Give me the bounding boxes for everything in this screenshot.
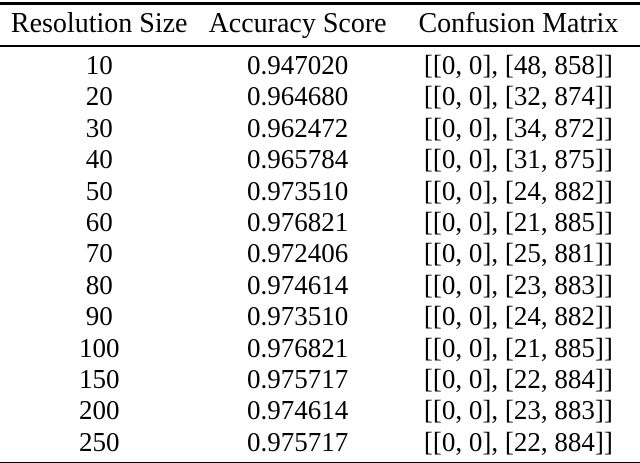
header-row: Resolution Size Accuracy Score Confusion…	[0, 3, 640, 47]
resolution-size-cell: 40	[85, 144, 113, 175]
resolution-size-cell: 200	[78, 395, 120, 426]
accuracy-score-cell: 0.973510	[246, 301, 349, 332]
accuracy-score-cell: 0.975717	[246, 364, 349, 395]
accuracy-score-cell: 0.965784	[246, 144, 349, 175]
table-row: 100 0.976821 [[0, 0], [21, 885]]	[0, 333, 640, 364]
confusion-matrix-cell: [[0, 0], [23, 883]]	[423, 395, 613, 426]
table-row: 250 0.975717 [[0, 0], [22, 884]]	[0, 427, 640, 463]
accuracy-score-cell: 0.976821	[246, 207, 349, 238]
table-row: 80 0.974614 [[0, 0], [23, 883]]	[0, 270, 640, 301]
resolution-size-cell: 20	[85, 81, 113, 112]
confusion-matrix-cell: [[0, 0], [23, 883]]	[423, 269, 613, 300]
confusion-matrix-cell: [[0, 0], [21, 885]]	[423, 207, 613, 238]
accuracy-score-cell: 0.972406	[246, 238, 349, 269]
column-header-accuracy-score: Accuracy Score	[198, 3, 397, 47]
column-header-resolution-size: Resolution Size	[0, 3, 199, 47]
resolution-size-cell: 30	[85, 112, 113, 143]
table-row: 30 0.962472 [[0, 0], [34, 872]]	[0, 113, 640, 144]
resolution-size-cell: 90	[85, 301, 113, 332]
column-header-confusion-matrix: Confusion Matrix	[396, 3, 640, 47]
table-row: 60 0.976821 [[0, 0], [21, 885]]	[0, 207, 640, 238]
accuracy-score-cell: 0.974614	[246, 269, 349, 300]
confusion-matrix-cell: [[0, 0], [34, 872]]	[423, 112, 613, 143]
confusion-matrix-cell: [[0, 0], [22, 884]]	[423, 426, 613, 457]
resolution-size-cell: 60	[85, 207, 113, 238]
resolution-size-cell: 10	[85, 50, 113, 80]
accuracy-score-cell: 0.976821	[246, 332, 349, 363]
table-row: 20 0.964680 [[0, 0], [32, 874]]	[0, 81, 640, 112]
table-row: 50 0.973510 [[0, 0], [24, 882]]	[0, 176, 640, 207]
confusion-matrix-cell: [[0, 0], [25, 881]]	[423, 238, 613, 269]
accuracy-score-cell: 0.974614	[246, 395, 349, 426]
confusion-matrix-cell: [[0, 0], [24, 882]]	[423, 175, 613, 206]
table-row: 10 0.947020 [[0, 0], [48, 858]]	[0, 46, 640, 81]
resolution-size-cell: 150	[78, 364, 120, 395]
confusion-matrix-cell: [[0, 0], [21, 885]]	[423, 332, 613, 363]
confusion-matrix-cell: [[0, 0], [32, 874]]	[423, 81, 613, 112]
resolution-size-cell: 50	[85, 175, 113, 206]
accuracy-score-cell: 0.962472	[246, 112, 349, 143]
accuracy-score-cell: 0.964680	[246, 81, 349, 112]
table-row: 70 0.972406 [[0, 0], [25, 881]]	[0, 238, 640, 269]
table-row: 40 0.965784 [[0, 0], [31, 875]]	[0, 144, 640, 175]
confusion-matrix-cell: [[0, 0], [24, 882]]	[423, 301, 613, 332]
table-row: 200 0.974614 [[0, 0], [23, 883]]	[0, 395, 640, 426]
resolution-size-cell: 100	[78, 332, 120, 363]
accuracy-score-cell: 0.973510	[246, 175, 349, 206]
confusion-matrix-cell: [[0, 0], [48, 858]]	[423, 50, 613, 80]
confusion-matrix-cell: [[0, 0], [22, 884]]	[423, 364, 613, 395]
resolution-size-cell: 70	[85, 238, 113, 269]
table-body: 10 0.947020 [[0, 0], [48, 858]] 20 0.964…	[0, 46, 640, 463]
table-row: 90 0.973510 [[0, 0], [24, 882]]	[0, 301, 640, 332]
accuracy-score-cell: 0.975717	[246, 426, 349, 457]
table-row: 150 0.975717 [[0, 0], [22, 884]]	[0, 364, 640, 395]
confusion-matrix-cell: [[0, 0], [31, 875]]	[423, 144, 613, 175]
accuracy-score-cell: 0.947020	[246, 50, 349, 80]
resolution-size-cell: 250	[78, 426, 120, 457]
resolution-size-cell: 80	[85, 269, 113, 300]
